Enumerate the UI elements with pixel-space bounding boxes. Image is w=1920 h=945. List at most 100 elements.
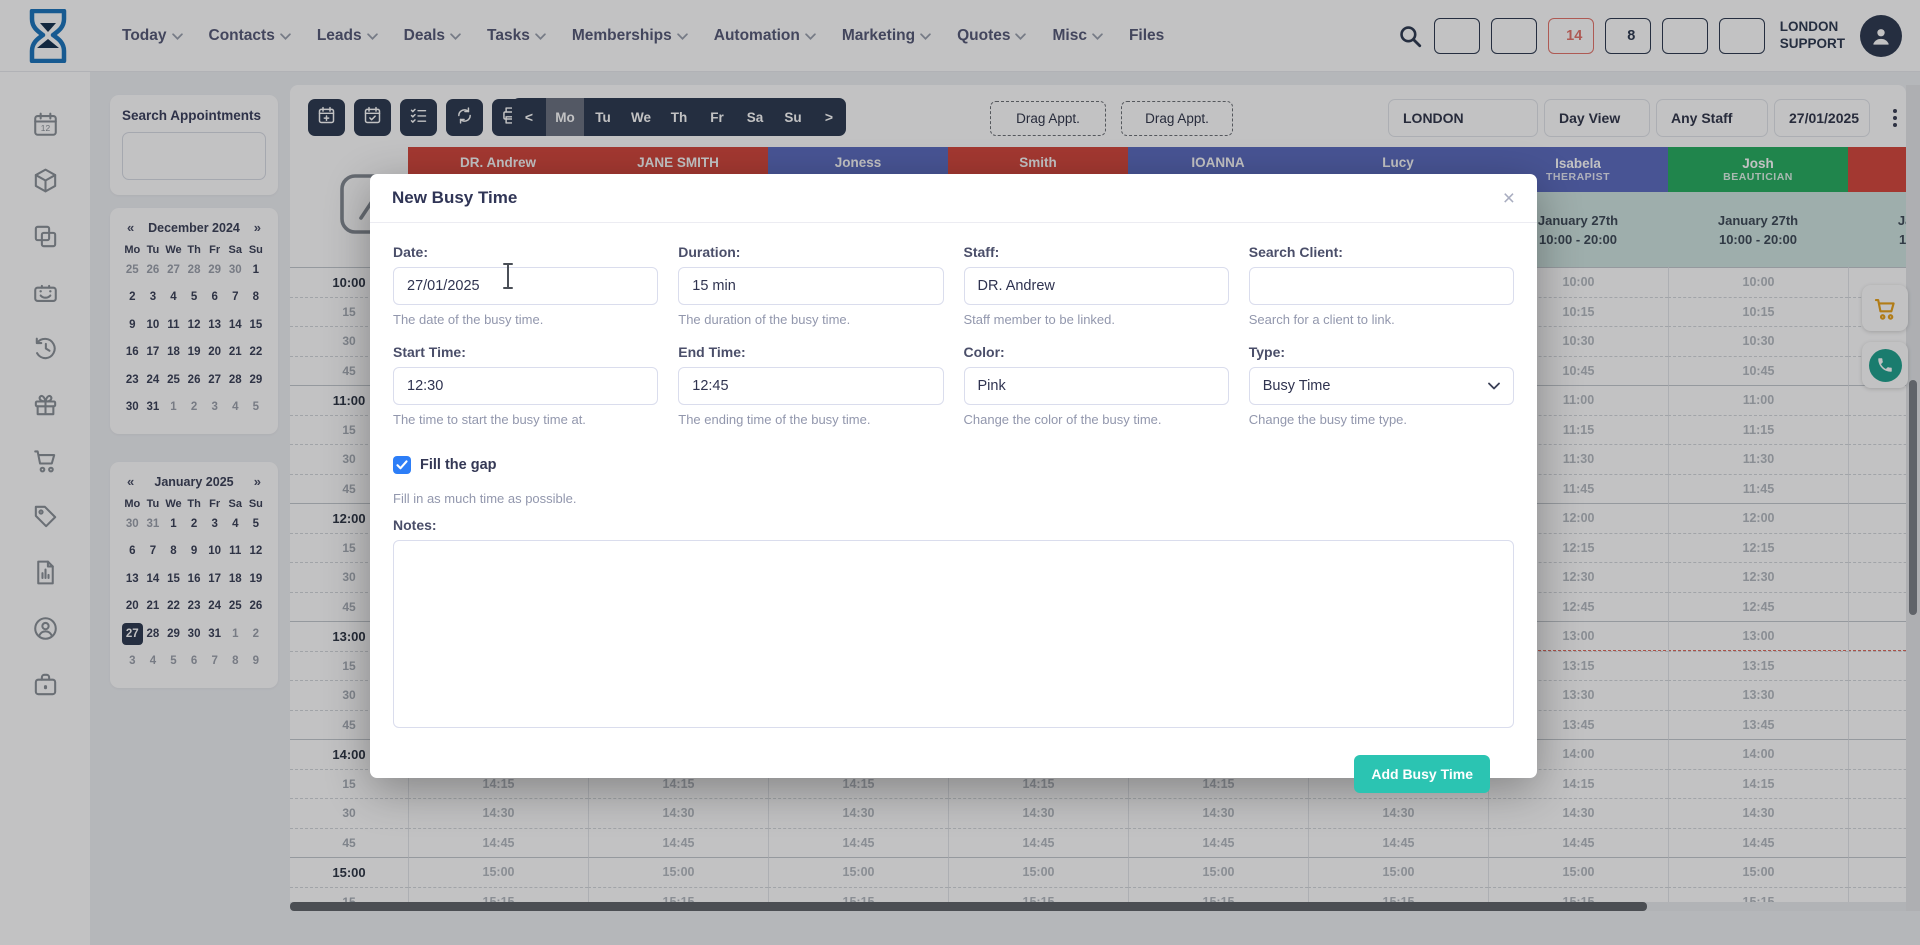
shop-button[interactable]: 8 xyxy=(1604,17,1651,54)
app-logo-hourglass-icon[interactable] xyxy=(26,8,70,63)
date-picker[interactable]: 27/01/2025 xyxy=(1774,99,1870,137)
calendar-day-cell[interactable]: 23 xyxy=(187,600,201,613)
calendar-day-cell[interactable]: 1 xyxy=(232,627,239,640)
report-icon[interactable] xyxy=(31,558,60,587)
fill-the-gap-checkbox[interactable] xyxy=(393,456,411,474)
checklist-button[interactable] xyxy=(400,99,437,136)
time-slot-cell[interactable]: 15:00 xyxy=(1848,857,1906,887)
history-icon[interactable] xyxy=(31,334,60,363)
sync-button[interactable] xyxy=(446,99,483,136)
close-icon[interactable]: × xyxy=(1502,186,1515,210)
calendar-day-cell[interactable]: 3 xyxy=(149,291,157,304)
calendar-day-cell[interactable]: 18 xyxy=(228,572,242,585)
time-slot-cell[interactable]: 14:45 xyxy=(948,827,1128,857)
menu-item-misc[interactable]: Misc xyxy=(1052,27,1103,45)
time-slot-cell[interactable]: 13:45 xyxy=(1668,709,1848,739)
calendar-day-cell[interactable]: 23 xyxy=(125,373,139,386)
search-client-field[interactable] xyxy=(1248,267,1514,305)
calendar-day-cell[interactable]: 6 xyxy=(211,291,218,304)
calendar-day-cell[interactable]: 2 xyxy=(129,291,136,304)
help-button[interactable] xyxy=(1718,17,1765,54)
staff-column-header-smith[interactable]: Smith xyxy=(948,147,1128,178)
calendar-day-cell[interactable]: 18 xyxy=(167,346,180,359)
time-slot-cell[interactable]: 10:45 xyxy=(1668,355,1848,385)
calendar-day-cell[interactable]: 31 xyxy=(146,401,160,414)
time-slot-cell[interactable]: 14:45 xyxy=(768,827,948,857)
calendar-day-cell[interactable]: 21 xyxy=(228,346,242,359)
calendar-day-cell[interactable]: 13 xyxy=(125,572,139,585)
calendar-day-cell[interactable]: 16 xyxy=(187,572,201,585)
time-slot-cell[interactable]: 14:30 xyxy=(1308,798,1488,828)
weekday-button-th[interactable]: Th xyxy=(670,109,688,125)
time-slot-cell[interactable]: 14:15 xyxy=(1848,768,1906,798)
time-slot-cell[interactable]: 14:30 xyxy=(408,798,588,828)
menu-item-deals[interactable]: Deals xyxy=(404,27,461,45)
calendar-day-cell[interactable]: 3 xyxy=(211,517,218,530)
package-icon[interactable] xyxy=(31,166,60,195)
calendar-day-cell[interactable]: 14 xyxy=(228,318,242,331)
call-floating-button[interactable] xyxy=(1862,342,1908,388)
calendar-day-cell[interactable]: 10 xyxy=(146,318,160,331)
calendar-day-cell[interactable]: 25 xyxy=(228,600,242,613)
calendar-day-cell[interactable]: 28 xyxy=(146,627,160,640)
time-slot-cell[interactable]: 14:30 xyxy=(1668,798,1848,828)
calendar-day-cell[interactable]: 31 xyxy=(208,627,222,640)
menu-item-today[interactable]: Today xyxy=(122,27,183,45)
calendar-day-cell[interactable]: 20 xyxy=(125,600,139,613)
calendar-day-cell[interactable]: 6 xyxy=(129,545,136,558)
staff-column-header[interactable] xyxy=(1848,147,1906,192)
calendar-day-cell[interactable]: 15 xyxy=(249,318,263,331)
date-field[interactable] xyxy=(393,267,659,305)
calendar-day-cell[interactable]: 13 xyxy=(208,318,222,331)
drag-appt-button-2[interactable]: Drag Appt. xyxy=(1121,101,1233,136)
calendar-day-cell[interactable]: 30 xyxy=(125,401,139,414)
time-slot-cell[interactable]: 14:30 xyxy=(948,798,1128,828)
staff-filter-select[interactable]: Any Staff xyxy=(1656,99,1768,137)
time-slot-cell[interactable]: 13:30 xyxy=(1848,680,1906,710)
time-slot-cell[interactable]: 14:30 xyxy=(588,798,768,828)
time-slot-cell[interactable]: 13:45 xyxy=(1848,709,1906,739)
cart-floating-button[interactable] xyxy=(1862,285,1908,331)
calendar-day-cell[interactable]: 27 xyxy=(167,263,180,276)
time-slot-cell[interactable]: 14:30 xyxy=(768,798,948,828)
horizontal-scrollbar[interactable] xyxy=(290,902,1906,911)
calendar-next-arrow[interactable]: » xyxy=(253,474,261,489)
time-slot-cell[interactable]: 12:15 xyxy=(1668,532,1848,562)
time-slot-cell[interactable]: 12:00 xyxy=(1848,503,1906,533)
time-slot-cell[interactable]: 10:30 xyxy=(1668,326,1848,356)
view-select[interactable]: Day View xyxy=(1544,99,1650,137)
menu-item-marketing[interactable]: Marketing xyxy=(842,27,931,45)
time-slot-cell[interactable]: 11:45 xyxy=(1848,473,1906,503)
calendar-day-cell[interactable]: 29 xyxy=(208,263,222,276)
calendar-day-cell[interactable]: 9 xyxy=(252,655,260,668)
calendar-day-cell[interactable]: 5 xyxy=(252,401,260,414)
avatar[interactable] xyxy=(1860,14,1902,57)
weekday-button-fr[interactable]: Fr xyxy=(710,109,724,125)
calendar-day-cell[interactable]: 7 xyxy=(232,291,239,304)
time-slot-cell[interactable]: 12:30 xyxy=(1848,562,1906,592)
calendar-day-cell[interactable]: 2 xyxy=(190,517,198,530)
calendar-day-cell[interactable]: 25 xyxy=(125,263,139,276)
calendar-day-cell[interactable]: 28 xyxy=(228,373,242,386)
calendar-day-cell[interactable]: 1 xyxy=(170,517,177,530)
time-slot-cell[interactable]: 15:00 xyxy=(408,857,588,887)
drag-appt-button-1[interactable]: Drag Appt. xyxy=(990,101,1106,136)
time-slot-cell[interactable]: 12:45 xyxy=(1668,591,1848,621)
menu-item-files[interactable]: Files xyxy=(1129,27,1164,45)
calendar-day-cell[interactable]: 5 xyxy=(252,517,260,530)
time-slot-cell[interactable]: 12:30 xyxy=(1668,562,1848,592)
menu-item-leads[interactable]: Leads xyxy=(317,27,378,45)
time-slot-cell[interactable]: 11:30 xyxy=(1848,444,1906,474)
calendar-day-cell[interactable]: 20 xyxy=(208,346,222,359)
calendar-day-cell[interactable]: 9 xyxy=(129,318,136,331)
calendar-day-cell[interactable]: 10 xyxy=(208,545,222,558)
end-time-field[interactable] xyxy=(678,367,944,405)
time-slot-cell[interactable]: 14:00 xyxy=(1668,739,1848,769)
type-select[interactable]: Busy Time xyxy=(1248,367,1514,405)
calendar-prev-arrow[interactable]: « xyxy=(127,220,135,235)
calendar-next-arrow[interactable]: » xyxy=(253,220,261,235)
time-slot-cell[interactable]: 15:00 xyxy=(1128,857,1308,887)
calendar-day-cell[interactable]: 31 xyxy=(146,517,160,530)
register-icon[interactable] xyxy=(31,278,60,307)
time-slot-cell[interactable]: 10:00 xyxy=(1668,267,1848,297)
